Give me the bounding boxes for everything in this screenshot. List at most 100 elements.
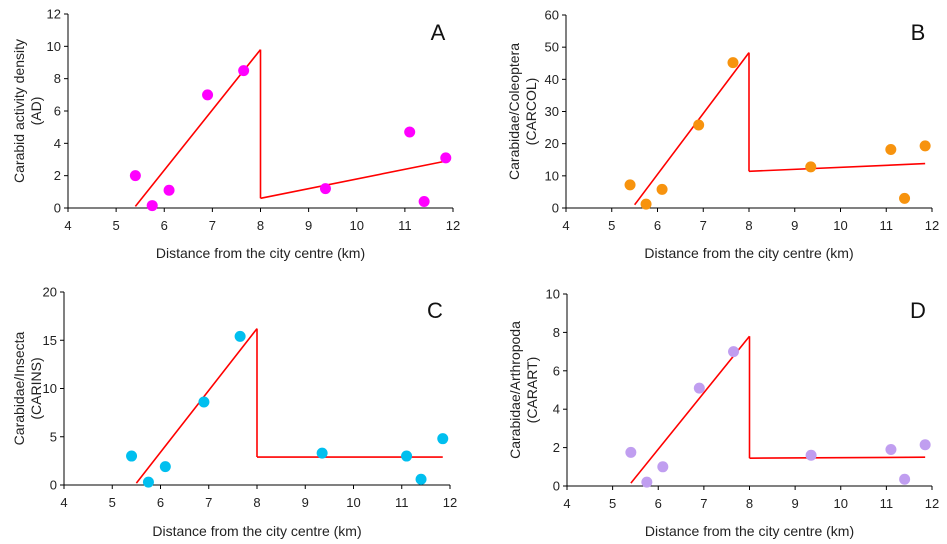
y-tick-label: 0 xyxy=(50,478,57,493)
fit-line-segment-2 xyxy=(260,160,446,200)
y-tick-label: 10 xyxy=(546,287,560,302)
x-tick-label: 4 xyxy=(562,218,569,233)
y-axis-label: Carabidae/Arthropoda(CARART) xyxy=(507,321,540,459)
x-tick-label: 11 xyxy=(880,496,894,511)
panel-a: 0 2 4 6 8 10 12 4 5 6 7 8 9 10 11 12 A Distance from the … xyxy=(11,7,460,262)
fit-line-segment-1 xyxy=(134,49,262,207)
panel-c: 0 5 10 15 20 4 5 6 7 8 9 10 11 12 C Distance from the c… xyxy=(11,285,457,540)
data-point xyxy=(693,382,705,394)
x-tick-label: 12 xyxy=(446,218,460,233)
data-point xyxy=(919,439,931,451)
data-point xyxy=(238,65,250,77)
panel-letter: D xyxy=(910,298,926,323)
panel-letter: C xyxy=(427,298,443,323)
data-point xyxy=(693,119,705,131)
data-point xyxy=(728,346,740,358)
y-tick-label: 20 xyxy=(43,285,57,300)
data-point xyxy=(198,396,210,408)
data-point xyxy=(159,461,171,473)
y-axis-label-line: (CARCOL) xyxy=(523,78,539,146)
y-tick-label: 2 xyxy=(54,168,61,183)
data-point xyxy=(146,200,158,212)
data-point xyxy=(805,161,817,173)
y-tick-label: 10 xyxy=(47,39,61,54)
y-tick-label: 2 xyxy=(553,440,560,455)
x-tick-label: 7 xyxy=(205,495,212,510)
y-tick-label: 40 xyxy=(545,72,559,87)
y-tick-label: 8 xyxy=(553,325,560,340)
data-point xyxy=(418,196,430,208)
x-tick-label: 11 xyxy=(398,218,412,233)
data-point xyxy=(899,473,911,485)
data-point xyxy=(437,433,449,445)
y-axis-label-line: Carabidae/Coleoptera xyxy=(506,43,522,180)
y-tick-label: 6 xyxy=(54,104,61,119)
x-tick-label: 10 xyxy=(350,218,364,233)
data-point xyxy=(126,450,138,462)
x-tick-label: 11 xyxy=(395,495,409,510)
panel-letter: A xyxy=(431,20,446,45)
x-tick-label: 6 xyxy=(157,495,164,510)
data-point xyxy=(885,143,897,155)
x-tick-label: 5 xyxy=(608,218,615,233)
data-point xyxy=(129,170,141,182)
y-tick-label: 12 xyxy=(47,7,61,22)
x-tick-label: 6 xyxy=(655,496,662,511)
data-point xyxy=(625,446,637,458)
y-axis-label: Carabid activity density(AD) xyxy=(11,39,44,183)
x-axis-label: Distance from the city centre (km) xyxy=(644,245,853,261)
x-tick-label: 9 xyxy=(302,495,309,510)
data-point xyxy=(919,140,931,152)
y-tick-label: 15 xyxy=(43,333,57,348)
y-axis-label-line: Carabidae/Insecta xyxy=(11,331,27,445)
x-tick-label: 6 xyxy=(161,218,168,233)
x-tick-label: 12 xyxy=(925,218,939,233)
y-axis-label-line: Carabid activity density xyxy=(11,39,27,183)
x-tick-label: 7 xyxy=(700,496,707,511)
data-point xyxy=(440,152,452,164)
y-axis-label-line: (CARART) xyxy=(524,357,540,424)
x-tick-label: 4 xyxy=(64,218,71,233)
data-point xyxy=(624,179,636,191)
data-point xyxy=(899,192,911,204)
fit-line-segment-1 xyxy=(633,52,750,206)
x-tick-label: 5 xyxy=(113,218,120,233)
x-tick-label: 10 xyxy=(834,496,848,511)
y-axis-label: Carabidae/Coleoptera(CARCOL) xyxy=(506,43,539,180)
fit-line-segment-1 xyxy=(135,328,258,484)
x-tick-label: 9 xyxy=(791,218,798,233)
x-tick-label: 7 xyxy=(209,218,216,233)
data-point xyxy=(885,444,897,456)
panel-letter: B xyxy=(911,20,926,45)
x-tick-label: 8 xyxy=(745,218,752,233)
y-tick-label: 30 xyxy=(545,104,559,119)
y-axis-label-line: Carabidae/Arthropoda xyxy=(507,321,523,459)
panel-b: 0 10 20 30 40 50 60 4 5 6 7 8 9 10 11 12 B Distance from … xyxy=(506,8,939,262)
x-axis-label: Distance from the city centre (km) xyxy=(152,523,361,539)
y-tick-label: 0 xyxy=(54,201,61,216)
data-point xyxy=(805,449,817,461)
data-point xyxy=(142,476,154,488)
y-tick-label: 4 xyxy=(54,136,61,151)
data-point xyxy=(401,450,413,462)
data-point xyxy=(163,184,175,196)
data-point xyxy=(404,126,416,138)
data-point xyxy=(415,473,427,485)
fit-line-segment-2 xyxy=(749,456,926,459)
y-tick-label: 6 xyxy=(553,363,560,378)
x-tick-label: 12 xyxy=(925,496,939,511)
x-tick-label: 9 xyxy=(792,496,799,511)
x-axis-label: Distance from the city centre (km) xyxy=(156,245,365,261)
data-point xyxy=(640,198,652,210)
y-axis-label-line: (AD) xyxy=(28,97,44,126)
fit-line-segment-2 xyxy=(748,162,926,173)
y-tick-label: 10 xyxy=(43,381,57,396)
y-tick-label: 5 xyxy=(50,429,57,444)
x-tick-label: 10 xyxy=(833,218,847,233)
y-tick-label: 0 xyxy=(553,479,560,494)
y-tick-label: 8 xyxy=(54,71,61,86)
x-tick-label: 11 xyxy=(880,218,894,233)
x-tick-label: 5 xyxy=(609,496,616,511)
y-tick-label: 0 xyxy=(552,201,559,216)
